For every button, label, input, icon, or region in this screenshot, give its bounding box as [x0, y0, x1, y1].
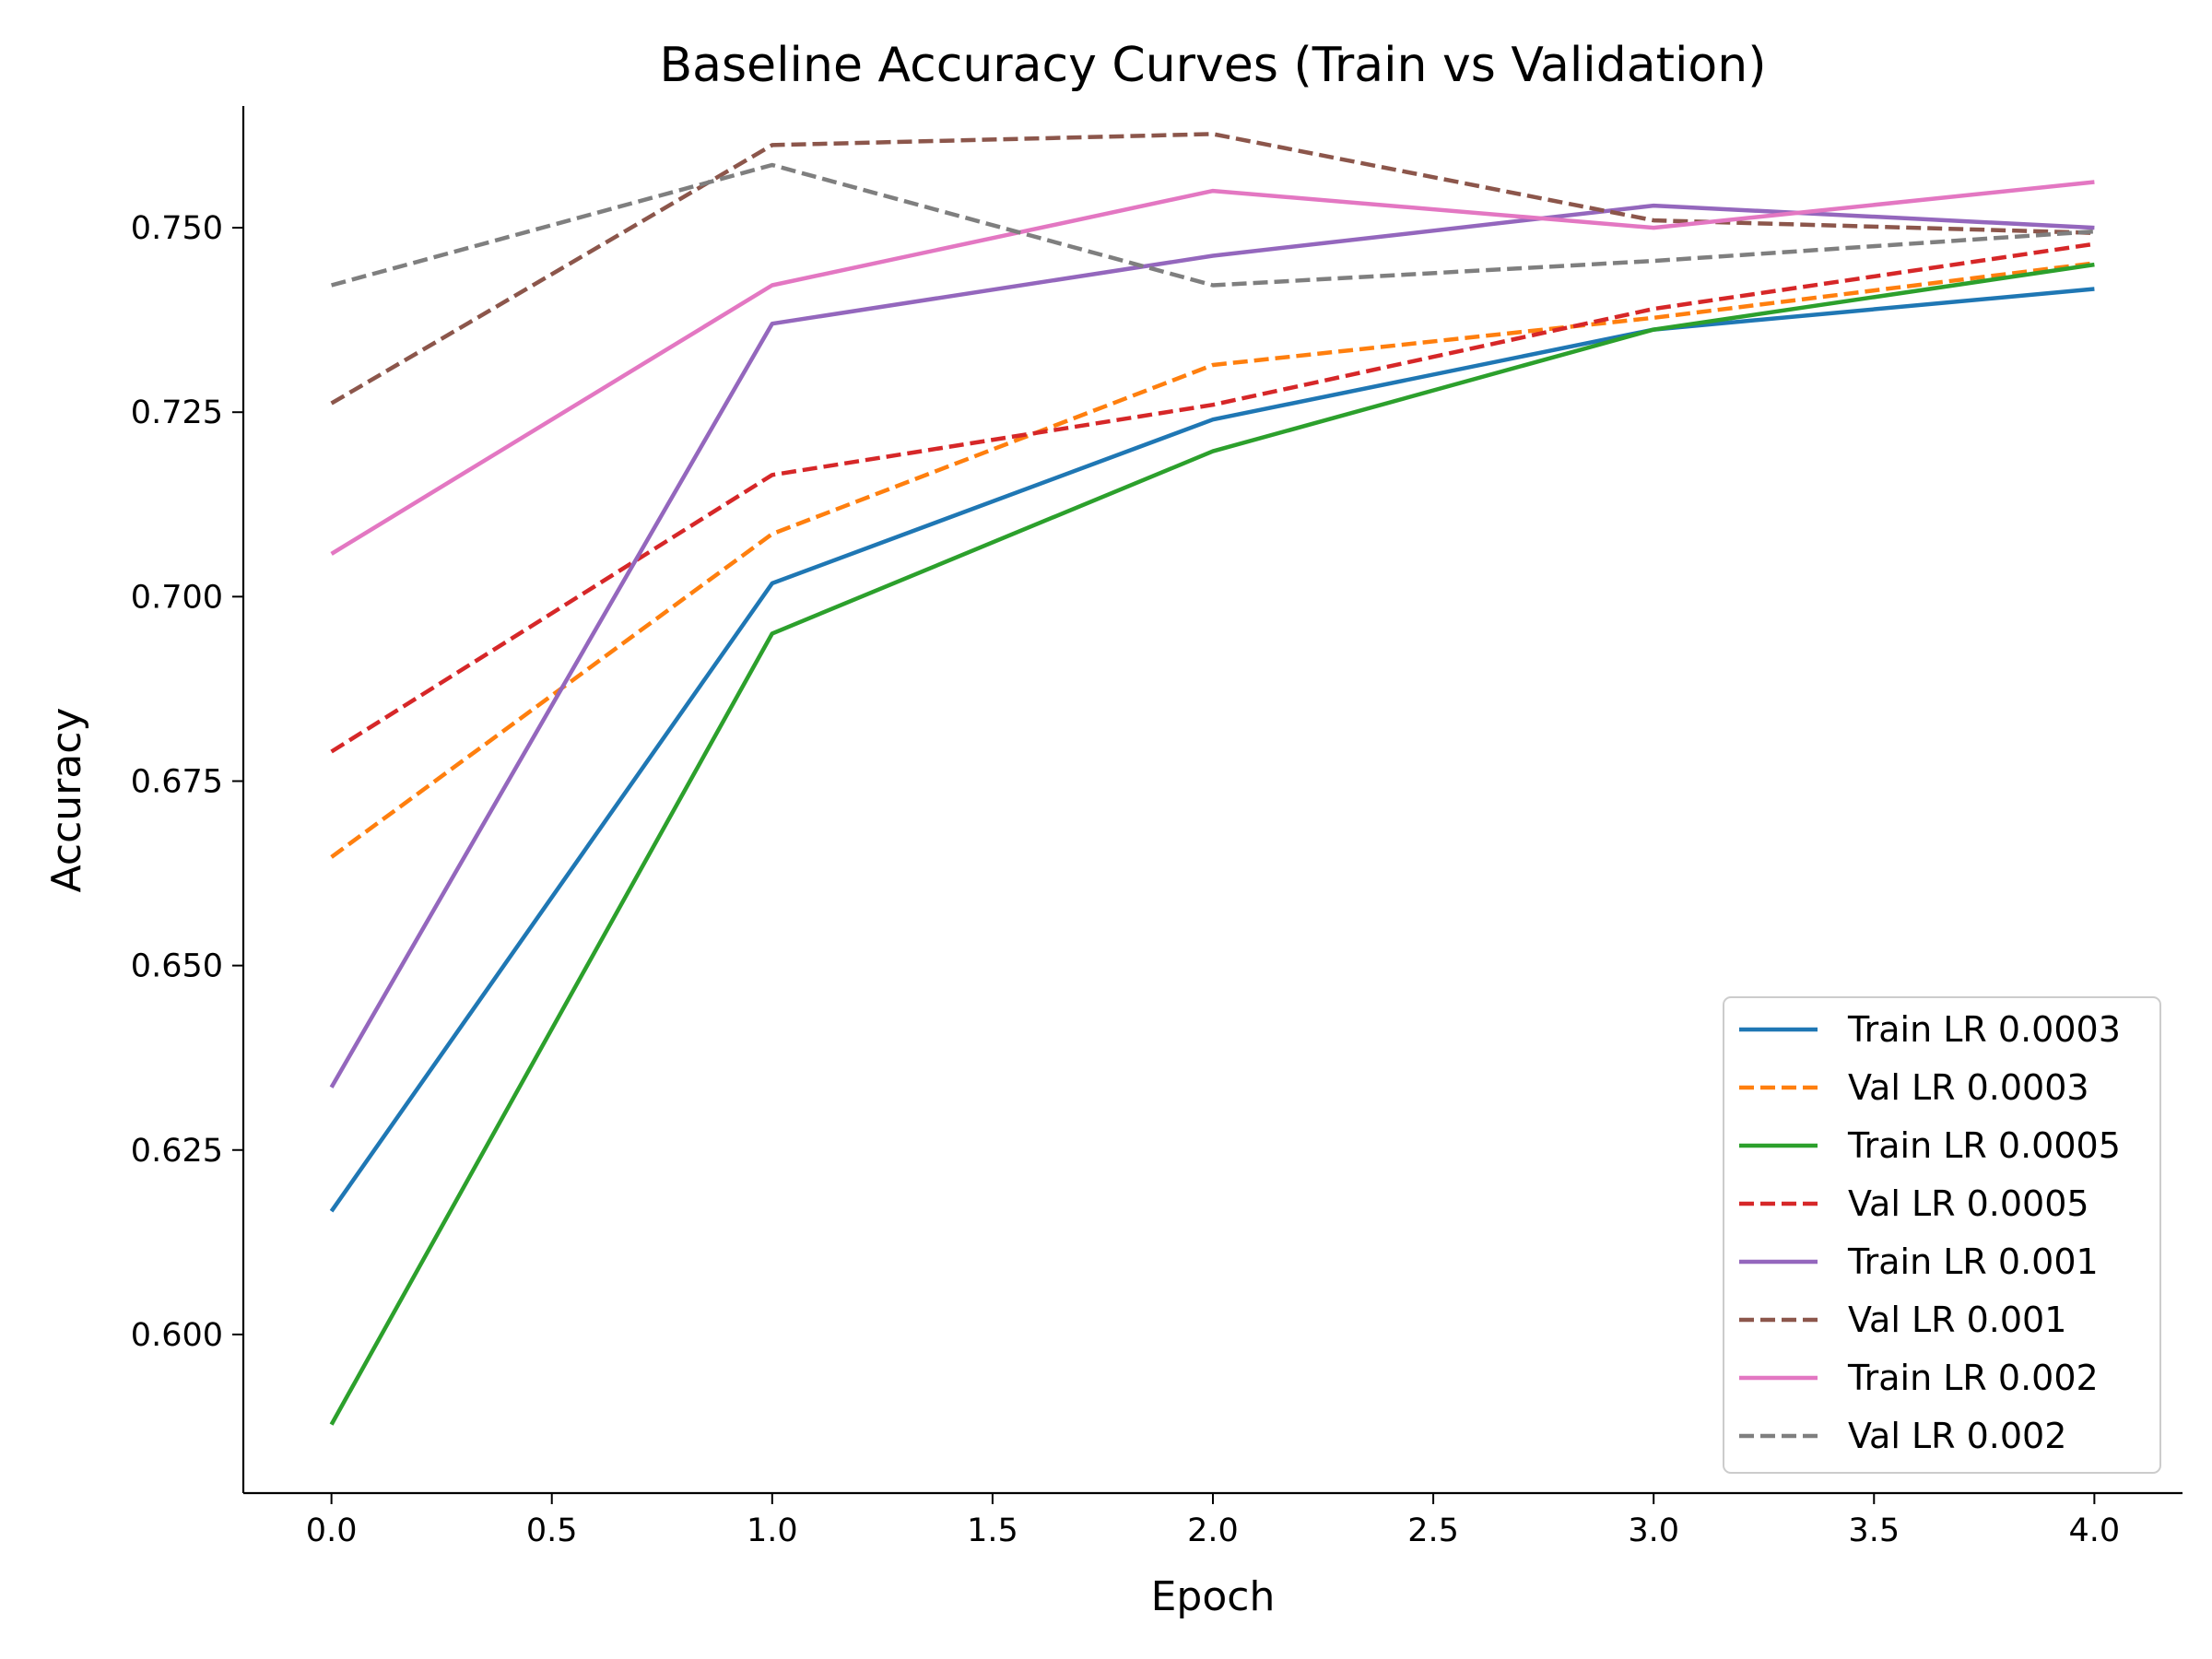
x-tick-label: 4.0: [2069, 1512, 2121, 1549]
x-tick-label: 2.5: [1407, 1512, 1459, 1549]
y-tick-label: 0.675: [131, 763, 223, 800]
chart-title: Baseline Accuracy Curves (Train vs Valid…: [659, 38, 1766, 93]
legend-items: Train LR 0.0003 Val LR 0.0003 Train LR 0.0…: [1739, 1009, 2121, 1456]
x-tick-label: 1.0: [747, 1512, 798, 1549]
legend-label: Train LR 0.0003: [1847, 1009, 2121, 1050]
y-tick-label: 0.725: [131, 394, 223, 431]
x-axis-label: Epoch: [1151, 1573, 1276, 1620]
x-tick-label: 1.5: [967, 1512, 1018, 1549]
y-tick-label: 0.600: [131, 1317, 223, 1354]
legend-label: Train LR 0.0005: [1847, 1125, 2121, 1166]
plot-lines: [329, 132, 2095, 1426]
y-ticks: 0.600 0.625 0.650 0.675 0.700 0.725 0.750: [131, 210, 243, 1354]
y-tick-label: 0.625: [131, 1133, 223, 1170]
x-tick-label: 3.0: [1628, 1512, 1679, 1549]
legend-label: Val LR 0.002: [1848, 1416, 2066, 1456]
series-line: [330, 261, 2095, 859]
series-line: [330, 241, 2095, 754]
x-tick-label: 2.0: [1187, 1512, 1239, 1549]
series-line: [329, 262, 2095, 1426]
series-line: [331, 162, 2095, 288]
x-tick-label: 3.5: [1848, 1512, 1900, 1549]
y-tick-label: 0.650: [131, 948, 223, 985]
legend: Train LR 0.0003 Val LR 0.0003 Train LR 0.0…: [1723, 996, 2161, 1474]
legend-label: Train LR 0.002: [1847, 1358, 2099, 1398]
x-ticks: 0.0 0.5 1.0 1.5 2.0 2.5 3.0 3.5 4.0: [306, 1493, 2120, 1549]
legend-frame: [1723, 996, 2161, 1474]
y-tick-label: 0.750: [131, 210, 223, 247]
y-tick-label: 0.700: [131, 579, 223, 616]
x-tick-label: 0.5: [526, 1512, 578, 1549]
series-line: [330, 180, 2095, 556]
legend-label: Val LR 0.001: [1848, 1300, 2066, 1340]
series-line: [330, 132, 2095, 406]
series-line: [329, 287, 2095, 1213]
legend-label: Train LR 0.001: [1847, 1241, 2099, 1282]
legend-label: Val LR 0.0003: [1848, 1067, 2089, 1108]
x-tick-label: 0.0: [306, 1512, 358, 1549]
y-axis-label: Accuracy: [43, 708, 90, 893]
legend-label: Val LR 0.0005: [1848, 1183, 2089, 1224]
